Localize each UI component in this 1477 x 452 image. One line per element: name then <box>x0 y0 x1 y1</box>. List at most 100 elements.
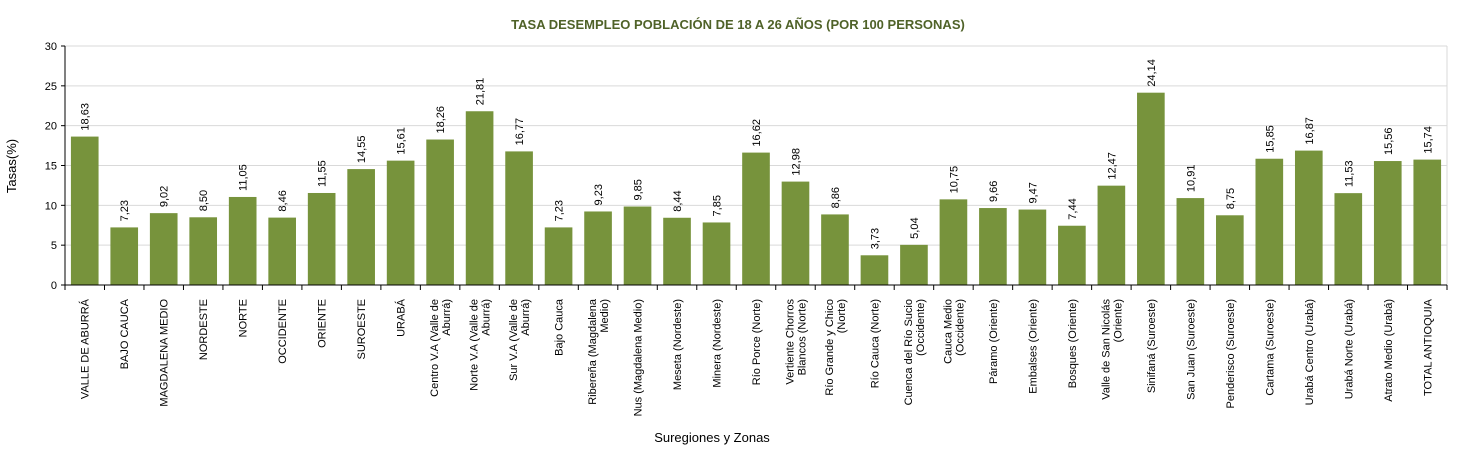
category-label-line: Meseta (Nordeste) <box>672 299 684 390</box>
bar <box>307 192 336 285</box>
category-label-line: URABÁ <box>395 298 408 337</box>
category-label: Sur V.A (Valle deAburrá) <box>508 299 532 381</box>
category-label-line: Medio) <box>599 299 611 333</box>
bar <box>663 217 691 285</box>
y-tick-label: 0 <box>51 280 57 292</box>
bar <box>702 222 731 285</box>
y-axis-title: Tasas(%) <box>4 139 19 193</box>
data-label: 8,86 <box>830 187 842 208</box>
bar <box>1137 92 1165 286</box>
data-label: 24,14 <box>1146 59 1158 87</box>
category-label: TOTAL ANTIOQUIA <box>1422 298 1434 396</box>
bar <box>1176 198 1205 285</box>
data-label: 7,44 <box>1067 198 1079 219</box>
bar <box>860 255 889 285</box>
bar <box>426 139 454 285</box>
category-label: Bosques (Oriente) <box>1067 299 1079 388</box>
category-label-line: Cauca Medio <box>942 299 954 364</box>
data-label: 15,61 <box>396 127 408 155</box>
data-label: 3,73 <box>869 228 881 249</box>
category-label-line: Valle de San Nicolás <box>1100 299 1112 400</box>
category-label: Ribereña (MagdalenaMedio) <box>587 298 611 405</box>
category-label-line: NORTE <box>238 299 250 337</box>
category-label-line: Río Porce (Norte) <box>751 299 763 385</box>
data-label: 11,53 <box>1343 160 1355 187</box>
bar <box>189 217 218 285</box>
bar <box>386 160 415 285</box>
chart-title: TASA DESEMPLEO POBLACIÓN DE 18 A 26 AÑOS… <box>511 17 965 32</box>
data-label: 9,66 <box>988 181 1000 202</box>
category-label: Cauca Medio(Occidente) <box>942 299 966 364</box>
category-label-line: (Oriente) <box>1112 299 1124 342</box>
category-label: Cuenca del Río Sucio(Occidente) <box>903 299 927 405</box>
category-label-line: Bajo Cauca <box>554 298 566 356</box>
data-label: 15,74 <box>1422 126 1434 154</box>
category-label-line: (Occidente) <box>915 299 927 356</box>
data-labels: 18,63 7,23 9,02 8,50 11,05 8,46 11,55 14,55 15,6… <box>80 59 1435 249</box>
category-label-line: Vertiente Chorros <box>784 299 796 385</box>
bar <box>1334 193 1363 285</box>
category-label-line: Bosques (Oriente) <box>1067 299 1079 388</box>
bars <box>70 92 1442 286</box>
category-label: San Juan (Suroeste) <box>1185 299 1197 400</box>
category-label-line: San Juan (Suroeste) <box>1185 299 1197 400</box>
category-label-line: TOTAL ANTIOQUIA <box>1422 298 1434 396</box>
category-label-line: Embalses (Oriente) <box>1027 299 1039 394</box>
x-axis-title: Suregiones y Zonas <box>654 430 770 445</box>
category-label: Vertiente ChorrosBlancos (Norte) <box>784 299 808 385</box>
data-label: 8,46 <box>277 190 289 211</box>
category-label-line: VALLE DE ABURRÁ <box>79 298 92 399</box>
y-tick-label: 30 <box>45 41 57 53</box>
category-label: Atrato Medio (Urabá) <box>1383 299 1395 402</box>
category-label-line: Páramo (Oriente) <box>988 299 1000 384</box>
category-label-line: Ribereña (Magdalena <box>587 298 599 405</box>
category-label: BAJO CAUCA <box>119 298 131 369</box>
data-label: 15,85 <box>1264 125 1276 153</box>
category-label-line: Aburrá) <box>441 299 453 336</box>
data-label: 5,04 <box>909 217 921 238</box>
bar <box>1058 225 1086 285</box>
category-label: Río Porce (Norte) <box>751 299 763 385</box>
y-tick-labels: 0 5 10 15 20 25 30 <box>45 41 57 292</box>
category-label: Centro V.A (Valle deAburrá) <box>429 299 453 397</box>
category-label-line: Minera (Nordeste) <box>712 299 724 388</box>
category-label: Río Grande y Chico(Norte) <box>824 299 848 396</box>
bar <box>268 217 296 285</box>
data-label: 16,62 <box>751 119 763 147</box>
data-label: 8,44 <box>672 190 684 211</box>
category-label: SUROESTE <box>356 299 368 360</box>
category-label-line: NORDESTE <box>198 299 210 360</box>
data-label: 11,05 <box>238 164 250 191</box>
category-label-line: Río Grande y Chico <box>824 299 836 396</box>
bar <box>781 181 810 285</box>
category-label-line: Nus (Magdalena Medio) <box>633 299 645 416</box>
bar <box>1018 209 1047 285</box>
y-tick-label: 5 <box>51 240 57 252</box>
bar <box>505 151 533 285</box>
category-label: Bajo Cauca <box>554 298 566 356</box>
bar <box>979 208 1007 285</box>
data-label: 16,87 <box>1304 117 1316 145</box>
data-label: 8,75 <box>1225 188 1237 209</box>
bar <box>623 206 652 285</box>
category-label: VALLE DE ABURRÁ <box>79 298 92 399</box>
category-label-line: Cuenca del Río Sucio <box>903 299 915 405</box>
category-label: Meseta (Nordeste) <box>672 299 684 390</box>
category-label: NORTE <box>238 299 250 337</box>
bar <box>1216 215 1244 285</box>
bar <box>228 196 257 285</box>
category-label-line: Sinifaná (Suroeste) <box>1146 299 1158 393</box>
category-label-line: Blancos (Norte) <box>796 299 808 375</box>
category-label-line: Norte V.A (Valle de <box>469 299 481 391</box>
bar <box>584 211 612 285</box>
category-labels: VALLE DE ABURRÁ BAJO CAUCA MAGDALENA MEDIO… <box>79 298 1435 416</box>
data-label: 9,23 <box>593 184 605 205</box>
bar <box>1097 185 1126 285</box>
bar <box>70 136 99 285</box>
bar <box>900 244 928 285</box>
axes <box>61 45 1448 290</box>
category-label-line: Urabá Norte (Urabá) <box>1343 299 1355 399</box>
bar <box>347 169 375 285</box>
data-label: 7,85 <box>712 195 724 216</box>
